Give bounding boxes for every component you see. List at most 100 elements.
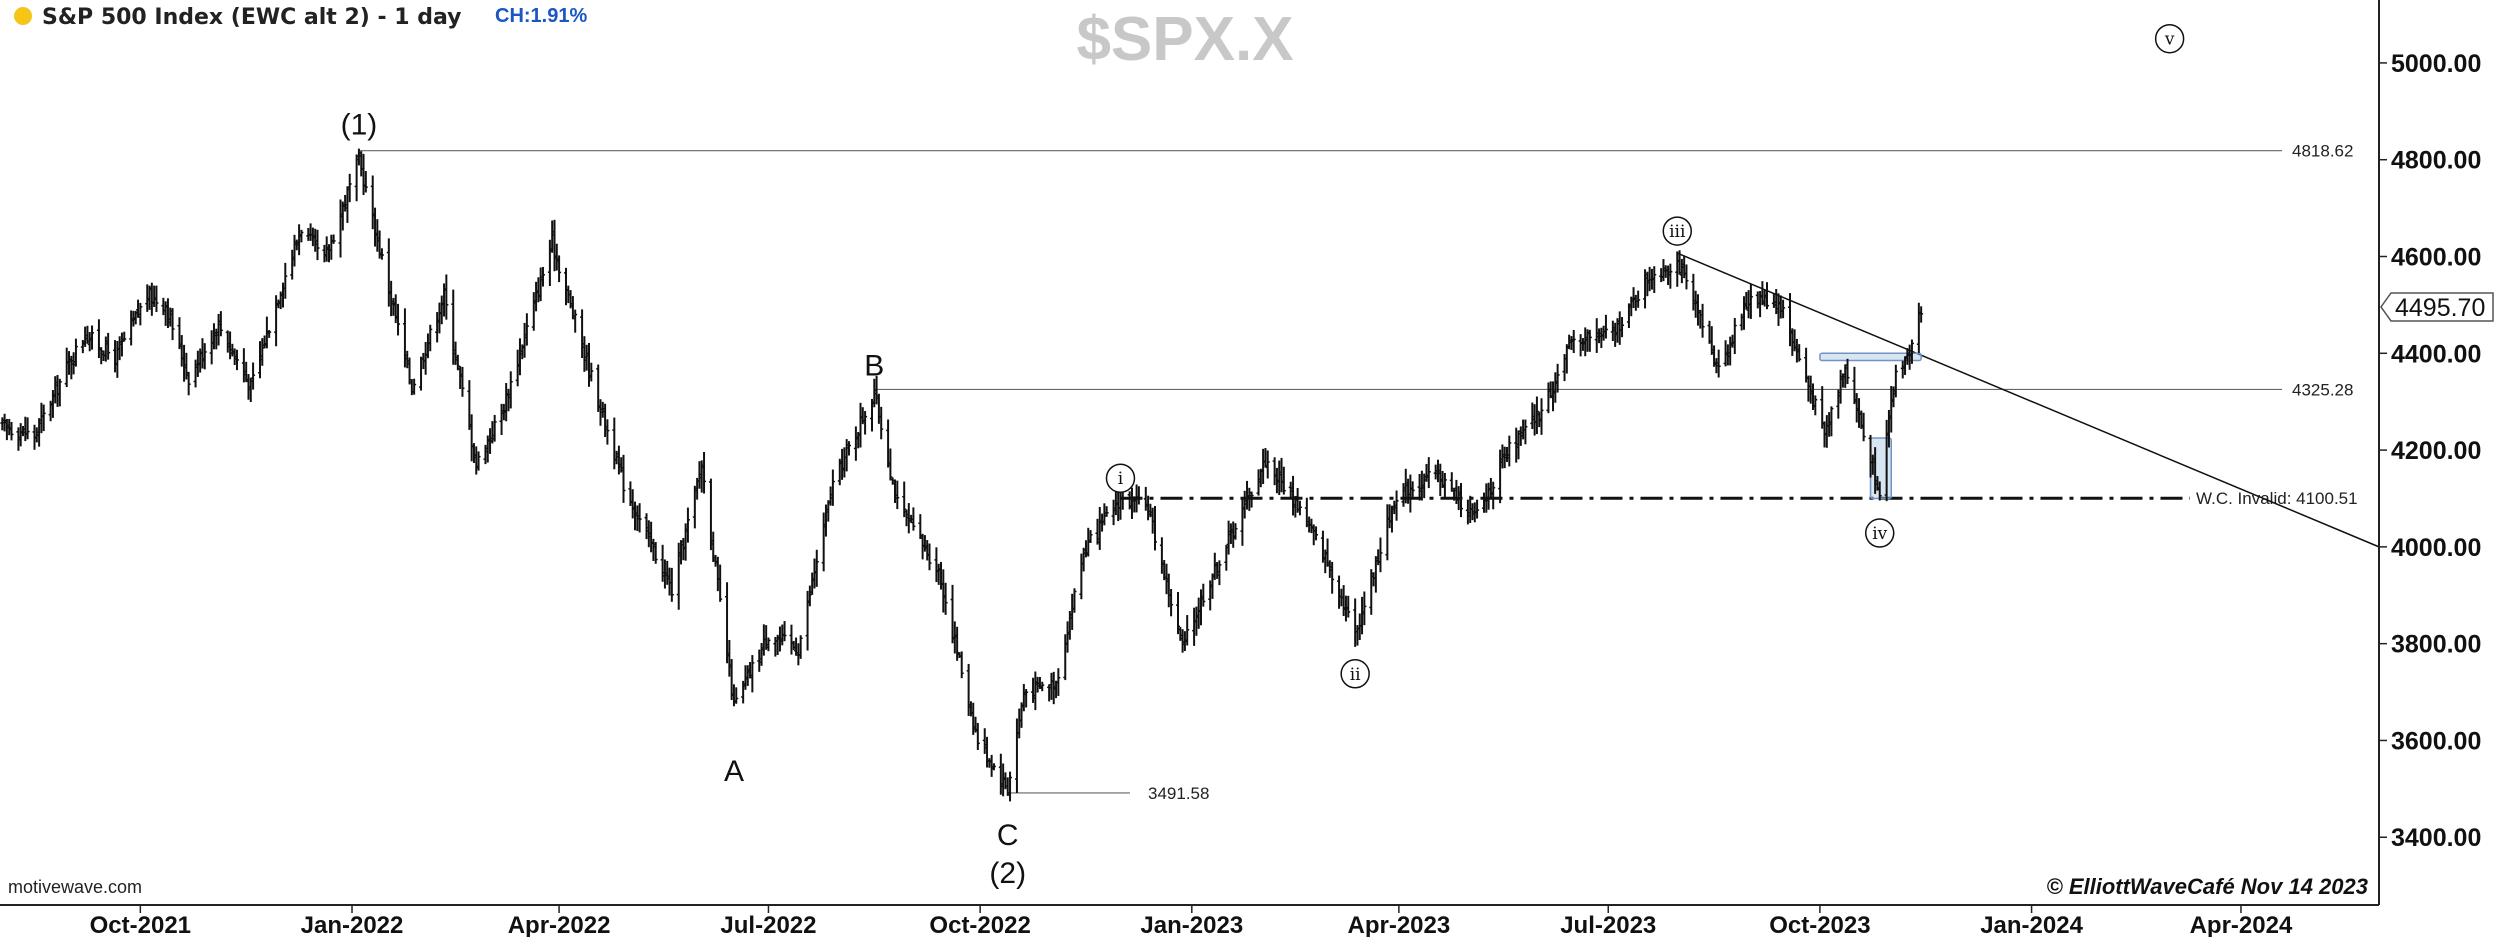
ohlc-bar <box>1185 615 1190 646</box>
ohlc-bar <box>943 582 948 615</box>
y-tick-label: 3400.00 <box>2391 824 2481 852</box>
level-label: W.C. Invalid: 4100.51 <box>2196 489 2358 508</box>
ohlc-bar <box>396 303 401 336</box>
ohlc-bar <box>621 454 626 503</box>
ohlc-bar <box>1201 583 1206 607</box>
wave-label-text: i <box>1118 469 1124 489</box>
ohlc-bar <box>540 266 545 287</box>
ohlc-bar <box>1217 560 1222 586</box>
ohlc-bar <box>1475 499 1480 519</box>
ohlc-bar <box>1426 457 1431 489</box>
x-tick-label: Apr-2022 <box>508 912 611 937</box>
ohlc-bar <box>1668 263 1673 289</box>
ohlc-bar <box>299 229 304 243</box>
ohlc-bar <box>1877 481 1882 501</box>
ohlc-bar <box>1265 450 1270 479</box>
ohlc-bar <box>1636 290 1641 308</box>
ohlc-bar <box>879 406 884 440</box>
status-dot-icon <box>14 7 32 25</box>
ohlc-bar <box>186 371 191 396</box>
x-axis[interactable]: Oct-2021 Jan-2022 Apr-2022 Jul-2022 Oct-2022… <box>90 905 2293 937</box>
wave-circle-icon <box>1864 518 1895 548</box>
ohlc-bar <box>1507 435 1512 467</box>
chart-header: S&P 500 Index (EWC alt 2) - 1 day CH:1.9… <box>14 5 587 30</box>
ohlc-bar <box>1281 466 1286 495</box>
ohlc-bar <box>1152 505 1157 551</box>
y-tick-label: 4400.00 <box>2391 340 2481 368</box>
ohlc-bar <box>524 313 529 346</box>
y-tick-label: 4000.00 <box>2391 534 2481 562</box>
trendline <box>1676 252 2380 548</box>
ohlc-bar <box>1813 395 1818 416</box>
wave-label-i: i <box>1105 463 1136 493</box>
ohlc-bar <box>1539 398 1544 435</box>
wave-label-iii: iii <box>1662 216 1693 246</box>
ohlc-bar <box>1603 314 1608 339</box>
ohlc-bar <box>766 637 771 652</box>
ohlc-bar <box>1684 264 1689 290</box>
x-tick-label: Apr-2023 <box>1348 912 1451 937</box>
ohlc-bar <box>331 234 336 244</box>
ohlc-bar <box>251 362 256 390</box>
ohlc-bar <box>267 330 272 338</box>
ohlc-bar <box>41 404 46 432</box>
x-tick-label: Jan-2024 <box>1980 912 2083 937</box>
source-label: motivewave.com <box>8 877 142 897</box>
ohlc-bar <box>1909 339 1914 364</box>
wave-label-A: A <box>724 755 744 788</box>
wave-label-ii: ii <box>1340 659 1370 689</box>
last-price-marker: 4495.70 <box>2380 292 2494 322</box>
ohlc-bar <box>991 763 996 771</box>
ohlc-bar <box>1442 473 1447 500</box>
ohlc-bar <box>1088 530 1093 544</box>
ohlc-bar <box>888 448 893 481</box>
ohlc-bar <box>1534 396 1539 435</box>
ohlc-bar <box>170 308 175 341</box>
ohlc-bar <box>122 331 127 342</box>
price-bars <box>0 148 1924 802</box>
ohlc-bar <box>412 378 417 395</box>
ohlc-bar <box>460 366 465 397</box>
ohlc-bar <box>508 371 513 409</box>
wave-label-text: ii <box>1350 665 1361 685</box>
y-tick-label: 3800.00 <box>2391 631 2481 659</box>
ohlc-bar <box>605 419 610 445</box>
ohlc-bar <box>702 451 707 494</box>
wave-label-v: v <box>2154 23 2185 54</box>
copyright-label: © ElliottWaveCafé Nov 14 2023 <box>2047 874 2369 899</box>
ohlc-bar <box>927 543 932 571</box>
y-axis[interactable]: 3400.00 3600.00 3800.00 4000.00 4200.00 4400.… <box>2379 50 2481 852</box>
last-price-tag <box>2380 292 2494 322</box>
ohlc-bar <box>363 171 368 193</box>
ohlc-bar <box>1249 491 1254 508</box>
ohlc-bar <box>1394 490 1399 521</box>
symbol-watermark: $SPX.X <box>1076 5 1293 74</box>
x-tick-label: Jul-2023 <box>1560 912 1656 937</box>
ohlc-bar <box>830 469 835 506</box>
ohlc-bar <box>1587 329 1592 352</box>
ohlc-bar <box>1056 668 1061 696</box>
ohlc-bar <box>1378 537 1383 573</box>
ohlc-bar <box>895 480 900 510</box>
ohlc-bar <box>1136 486 1141 505</box>
ohlc-bar <box>557 255 562 283</box>
ohlc-bar <box>73 338 78 367</box>
ohlc-bar <box>315 229 320 261</box>
x-tick-label: Oct-2023 <box>1769 912 1870 937</box>
ohlc-bar <box>1829 406 1834 437</box>
ohlc-bar <box>1700 303 1705 338</box>
ohlc-bar <box>9 421 14 441</box>
wave-label-B: B <box>864 349 884 382</box>
ohlc-bar <box>863 411 868 435</box>
y-tick-label: 4600.00 <box>2391 243 2481 271</box>
plot-area[interactable]: $SPX.X 4818.62 4325.28 3491.58 W.C. Invalid… <box>0 5 2380 890</box>
ohlc-bar <box>1104 506 1109 517</box>
ohlc-bar <box>1732 318 1737 355</box>
ohlc-bar <box>902 481 907 518</box>
ohlc-bar <box>1652 266 1657 294</box>
x-tick-label: Jan-2023 <box>1140 912 1243 937</box>
ohlc-bar <box>637 503 642 533</box>
ohlc-bar <box>1410 481 1415 497</box>
wave-label-2: (2) <box>989 857 1026 890</box>
